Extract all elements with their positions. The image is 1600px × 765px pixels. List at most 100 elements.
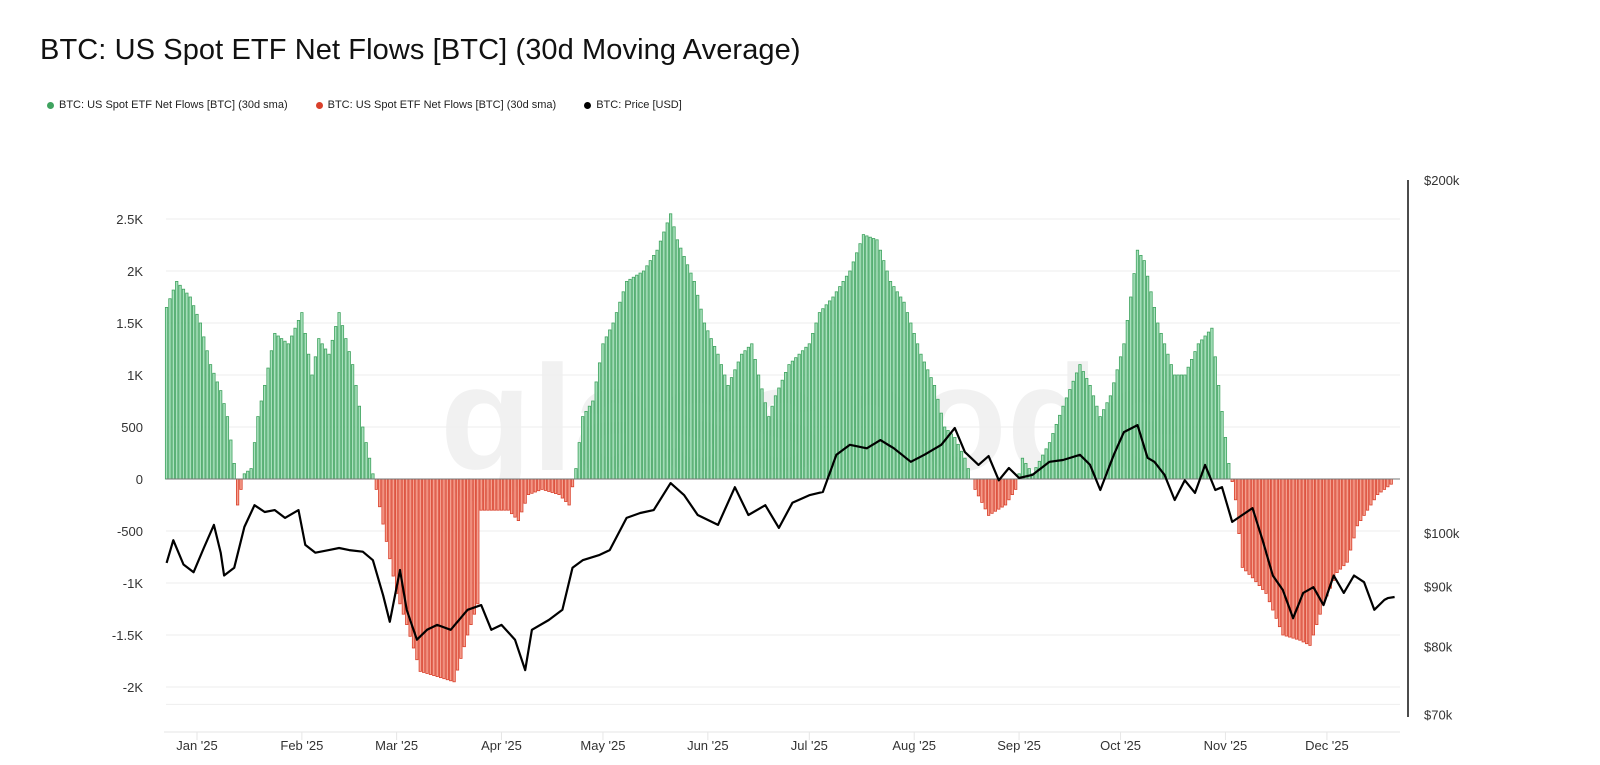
inflow-bar: [814, 322, 818, 480]
outflow-bar: [1362, 478, 1366, 516]
outflow-bar: [479, 478, 483, 511]
inflow-bar: [777, 387, 781, 480]
inflow-bar: [1027, 468, 1031, 480]
outflow-bar: [1240, 478, 1244, 568]
x-tick-label: Sep '25: [997, 738, 1041, 753]
inflow-bar: [1122, 343, 1126, 480]
inflow-bar: [631, 276, 636, 480]
inflow-bar: [330, 339, 334, 480]
inflow-bar: [953, 436, 957, 480]
outflow-bar: [1376, 478, 1380, 496]
inflow-bar: [1071, 380, 1075, 480]
inflow-bar: [794, 357, 798, 480]
legend-item-inflows[interactable]: BTC: US Spot ETF Net Flows [BTC] (30d sm…: [47, 99, 288, 111]
legend-item-outflows[interactable]: BTC: US Spot ETF Net Flows [BTC] (30d sm…: [315, 99, 556, 111]
inflow-bar: [709, 338, 713, 480]
legend: BTC: US Spot ETF Net Flows [BTC] (30d sm…: [47, 99, 682, 111]
inflow-bar: [354, 384, 358, 480]
inflow-bar: [638, 272, 642, 480]
inflow-bar: [317, 338, 321, 480]
inflow-bar: [208, 364, 213, 480]
outflow-bar: [530, 478, 534, 494]
outflow-bar: [1250, 478, 1255, 579]
y-tick-label: 500: [121, 420, 143, 435]
inflow-bar: [212, 372, 216, 480]
inflow-bar: [351, 364, 355, 480]
inflow-bar: [838, 286, 842, 480]
inflow-bar: [367, 457, 372, 480]
inflow-bar: [669, 213, 673, 480]
outflow-bar: [533, 478, 537, 493]
inflow-bar: [682, 256, 686, 480]
outflow-bar: [976, 478, 981, 497]
inflow-bar: [929, 377, 933, 480]
inflow-bar: [192, 305, 196, 480]
outflow-bar: [516, 478, 520, 521]
outflow-bar: [1389, 478, 1393, 485]
inflow-bar: [1132, 273, 1136, 480]
inflow-bar: [1203, 335, 1207, 480]
inflow-bar: [696, 294, 700, 480]
outflow-bar: [547, 478, 551, 492]
inflow-bar: [263, 384, 267, 480]
outflow-bar: [422, 478, 426, 673]
inflow-bar: [831, 296, 835, 480]
outflow-bar: [415, 478, 419, 661]
inflow-bar: [824, 304, 828, 480]
legend-label: BTC: US Spot ETF Net Flows [BTC] (30d sm…: [59, 99, 288, 111]
inflow-bar: [743, 350, 747, 480]
inflow-bar: [1135, 249, 1140, 480]
outflow-bar: [1274, 478, 1278, 619]
outflow-bar: [560, 478, 564, 499]
inflow-bar: [334, 326, 338, 480]
inflow-bar: [574, 468, 578, 480]
inflow-bar: [790, 360, 795, 480]
inflow-bar: [750, 343, 754, 480]
inflow-bar: [269, 350, 274, 480]
x-tick-label: Dec '25: [1305, 738, 1349, 753]
inflow-bar: [290, 335, 294, 480]
inflow-bar: [943, 426, 947, 480]
outflow-bar: [1264, 478, 1268, 594]
inflow-bar: [770, 405, 774, 480]
inflow-bar: [865, 235, 869, 480]
inflow-bar: [202, 336, 206, 480]
inflow-bar: [675, 239, 679, 480]
outflow-bar: [1298, 478, 1302, 641]
left-axis: 2.5K 2K 1.5K 1K 500 0 -500 -1K -1.5K -2K: [112, 212, 143, 695]
inflow-bar: [1081, 371, 1085, 480]
outflow-bar: [1365, 478, 1370, 511]
outflow-bar: [1355, 478, 1359, 527]
y-right-tick-label: $80k: [1424, 640, 1453, 655]
outflow-bar: [374, 478, 378, 490]
inflow-bar: [1061, 405, 1065, 480]
outflow-bar: [391, 478, 395, 577]
x-axis: Jan '25 Feb '25 Mar '25 Apr '25 May '25 Jun '…: [164, 731, 1400, 753]
inflow-bar: [635, 274, 639, 480]
inflow-bar: [337, 312, 341, 480]
inflow-bar: [1139, 254, 1143, 480]
outflow-bar: [1271, 478, 1275, 611]
x-tick-label: May '25: [580, 738, 625, 753]
inflow-bar: [168, 298, 172, 480]
outflow-bar: [408, 478, 412, 637]
inflow-bar: [1146, 275, 1150, 480]
inflow-bar: [1173, 374, 1177, 480]
inflow-bar: [1220, 410, 1224, 480]
outflow-bar: [469, 478, 473, 626]
inflow-bar: [1193, 351, 1197, 480]
inflow-bar: [692, 280, 696, 480]
outflow-bar: [523, 478, 527, 504]
outflow-bar: [435, 478, 439, 678]
inflow-bar: [178, 284, 182, 480]
y-right-tick-label: $70k: [1424, 708, 1453, 723]
inflow-bar: [861, 234, 866, 480]
inflow-bar: [1091, 395, 1096, 480]
inflow-bar: [276, 335, 280, 480]
inflow-bar: [1179, 374, 1184, 480]
outflow-bar: [503, 478, 507, 511]
legend-item-price[interactable]: BTC: Price [USD]: [584, 99, 682, 111]
outflow-bar: [398, 478, 402, 605]
x-tick-label: Jun '25: [687, 738, 729, 753]
outflow-bar: [476, 478, 480, 605]
